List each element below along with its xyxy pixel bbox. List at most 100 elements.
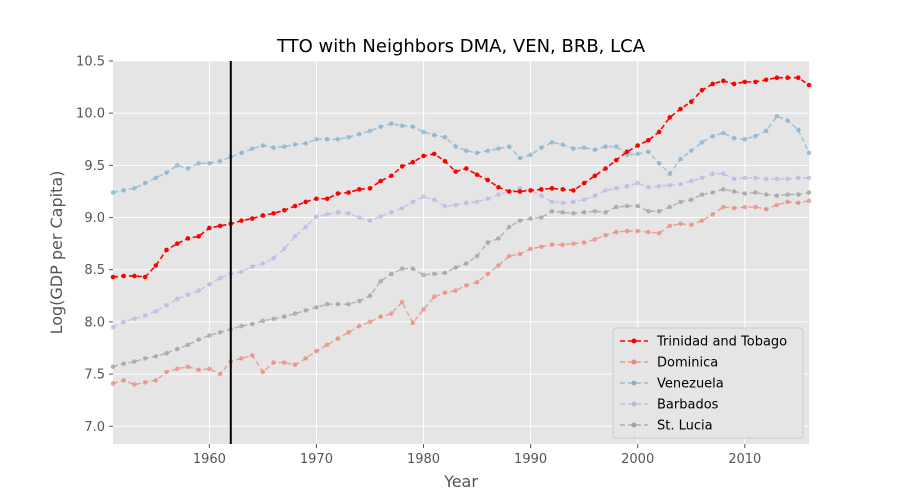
data-point (260, 261, 266, 266)
data-point (335, 136, 341, 142)
data-point (356, 131, 362, 137)
data-point (549, 199, 555, 205)
data-point (667, 182, 673, 188)
data-point (496, 192, 501, 197)
data-point (389, 173, 394, 179)
data-point (271, 316, 276, 322)
data-point (314, 348, 319, 354)
data-point (282, 144, 287, 149)
data-point (239, 323, 244, 329)
data-point (314, 214, 319, 219)
data-point (453, 144, 458, 149)
data-point (753, 133, 758, 139)
series-barbados (110, 171, 812, 330)
data-point (399, 123, 405, 128)
data-point (378, 214, 383, 219)
data-point (196, 337, 201, 342)
y-tick-label: 10.5 (76, 55, 105, 70)
data-point (806, 82, 812, 88)
data-point (303, 224, 309, 230)
data-point (110, 274, 116, 280)
data-point (603, 188, 608, 193)
data-point (635, 228, 640, 234)
data-point (132, 273, 137, 279)
data-point (688, 99, 694, 104)
data-point (635, 143, 640, 148)
data-point (613, 186, 619, 191)
data-point (742, 204, 748, 210)
data-point (721, 187, 726, 192)
data-point (635, 180, 640, 186)
data-point (806, 190, 812, 195)
data-point (688, 148, 694, 154)
data-point (710, 81, 715, 87)
data-point (174, 346, 180, 352)
data-point (624, 203, 630, 209)
data-point (207, 225, 212, 231)
data-point (453, 288, 458, 293)
data-point (539, 215, 544, 220)
data-point (399, 205, 405, 211)
data-point (806, 175, 812, 181)
data-point (667, 223, 673, 229)
data-point (731, 135, 737, 141)
data-point (710, 133, 715, 139)
legend-label: Dominica (657, 356, 718, 371)
data-point (710, 171, 715, 177)
data-point (721, 130, 726, 136)
data-point (571, 188, 576, 193)
legend-label: Venezuela (657, 377, 724, 392)
data-point (753, 190, 758, 195)
data-point (132, 359, 137, 364)
legend-marker (631, 359, 637, 365)
data-point (571, 146, 576, 151)
data-point (110, 381, 116, 386)
data-point (239, 269, 244, 275)
data-point (592, 193, 598, 198)
data-point (399, 164, 405, 169)
data-point (603, 144, 608, 149)
data-point (464, 200, 469, 206)
data-point (539, 193, 544, 198)
data-point (656, 160, 662, 166)
data-point (335, 210, 341, 215)
data-point (506, 144, 512, 149)
data-point (731, 176, 737, 182)
data-point (142, 180, 148, 186)
data-point (271, 145, 276, 150)
data-point (185, 364, 191, 370)
data-point (753, 79, 758, 85)
data-point (528, 188, 533, 193)
data-point (217, 223, 223, 229)
data-point (142, 356, 148, 361)
data-point (539, 187, 544, 192)
data-point (164, 369, 169, 375)
data-point (442, 158, 448, 164)
data-point (785, 176, 790, 182)
data-point (121, 361, 127, 366)
data-point (496, 184, 501, 190)
data-point (292, 362, 298, 367)
data-point (132, 382, 137, 387)
data-point (528, 246, 533, 252)
data-point (678, 156, 683, 162)
data-point (635, 151, 640, 157)
legend-item-st-lucia: St. Lucia (620, 419, 713, 434)
data-point (174, 241, 180, 246)
data-point (795, 75, 801, 80)
legend-item-trinidad-and-tobago: Trinidad and Tobago (620, 335, 787, 350)
data-point (335, 336, 341, 341)
data-point (795, 200, 801, 206)
data-point (785, 199, 790, 205)
data-point (346, 190, 351, 195)
data-point (549, 140, 555, 145)
data-point (356, 215, 362, 220)
data-point (164, 170, 169, 175)
data-point (485, 177, 491, 183)
data-point (785, 118, 790, 123)
data-point (346, 134, 351, 140)
data-point (292, 234, 298, 239)
data-point (314, 304, 319, 310)
data-point (314, 196, 319, 202)
data-point (774, 176, 780, 182)
